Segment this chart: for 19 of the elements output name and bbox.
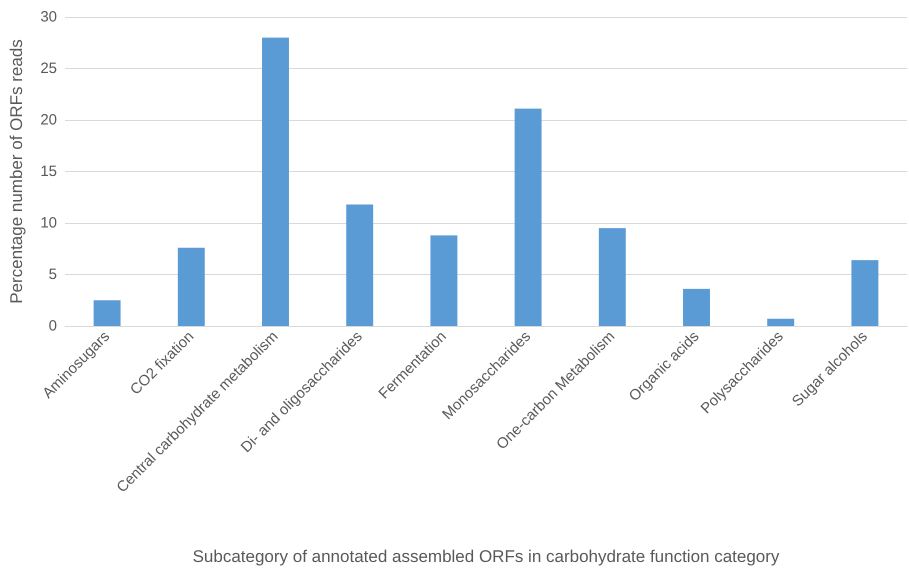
bar [94, 300, 121, 326]
bar [346, 204, 374, 326]
bar [767, 318, 794, 326]
bar [598, 228, 626, 326]
bar [683, 288, 710, 326]
bar [178, 248, 205, 326]
y-tick-label: 0 [48, 318, 57, 334]
bar [514, 108, 542, 326]
y-tick-label: 30 [40, 8, 57, 26]
y-tick-label: 5 [48, 266, 57, 283]
y-tick-label: 15 [40, 163, 57, 180]
y-tick-label: 20 [40, 112, 57, 128]
y-axis-title: Percentage number of ORFs reads [7, 39, 26, 304]
bar [430, 235, 458, 326]
y-tick-label: 25 [40, 60, 57, 77]
x-axis-title: Subcategory of annotated assembled ORFs in carbohydrate function category [192, 547, 780, 566]
bar [262, 38, 289, 326]
y-tick-label: 10 [40, 214, 57, 232]
bar [851, 260, 878, 326]
